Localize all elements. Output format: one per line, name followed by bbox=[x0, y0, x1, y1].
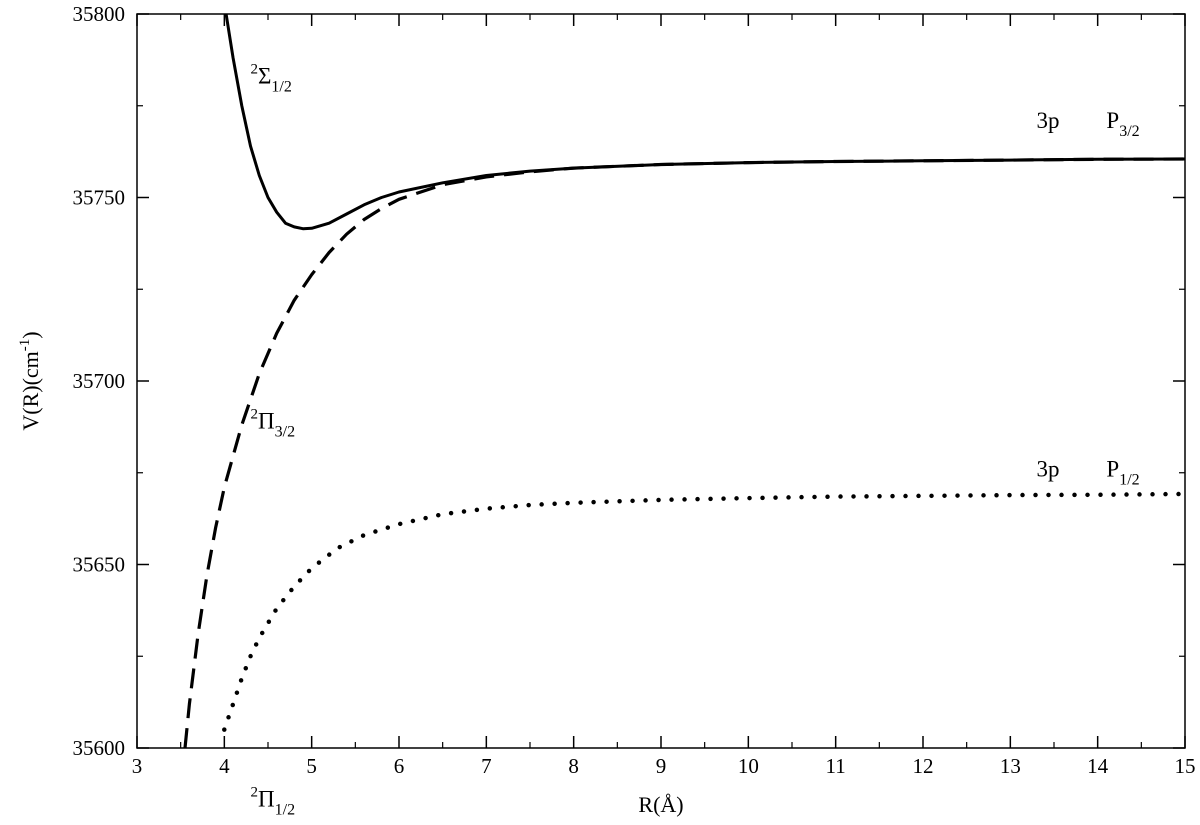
x-tick-label: 11 bbox=[826, 754, 846, 778]
y-axis-label-main: V(R)(cm bbox=[18, 351, 43, 430]
x-tick-label: 15 bbox=[1175, 754, 1196, 778]
annotation-main: Σ bbox=[258, 64, 271, 89]
x-axis-label: R(Å) bbox=[638, 792, 683, 817]
curve-annotation: 2Π1/2 bbox=[251, 785, 296, 819]
annotation-sub: 1/2 bbox=[271, 79, 291, 96]
curve-annotation: 2Π3/2 bbox=[251, 407, 296, 441]
curve-annotation: 3p bbox=[1037, 456, 1060, 481]
annotation-main: 3p bbox=[1037, 108, 1060, 133]
series-line-dashed bbox=[183, 157, 1185, 748]
x-tick-label: 3 bbox=[132, 754, 143, 778]
annotation-sub: 3/2 bbox=[1119, 123, 1139, 140]
y-axis-label-close: ) bbox=[18, 331, 43, 338]
annotation-sub: 3/2 bbox=[275, 424, 295, 441]
x-tick-label: 12 bbox=[913, 754, 934, 778]
x-tick-label: 5 bbox=[306, 754, 317, 778]
x-tick-label: 8 bbox=[568, 754, 579, 778]
y-axis-label: V(R)(cm-1) bbox=[17, 331, 43, 430]
annotation-main: Π bbox=[258, 787, 275, 812]
x-tick-label: 6 bbox=[394, 754, 405, 778]
annotation-sub: 1/2 bbox=[275, 802, 295, 819]
x-tick-label: 9 bbox=[656, 754, 667, 778]
curve-annotation: 3p bbox=[1037, 108, 1060, 133]
x-tick-label: 13 bbox=[1000, 754, 1021, 778]
y-axis-label-sup: -1 bbox=[17, 339, 33, 352]
annotation-main: P bbox=[1106, 108, 1119, 133]
annotation-sup: 2 bbox=[251, 407, 258, 423]
annotation-main: 3p bbox=[1037, 456, 1060, 481]
series-layer bbox=[183, 14, 1185, 748]
plot-frame bbox=[136, 13, 1186, 749]
x-tick-label: 10 bbox=[738, 754, 759, 778]
y-tick-label: 35600 bbox=[73, 736, 126, 760]
annotation-main: Π bbox=[258, 409, 275, 434]
annotation-sup: 2 bbox=[251, 785, 258, 801]
y-tick-label: 35700 bbox=[73, 369, 126, 393]
annotation-sub: 1/2 bbox=[1119, 471, 1139, 488]
curve-annotation: P3/2 bbox=[1106, 108, 1139, 140]
tick-marks bbox=[136, 13, 1186, 749]
y-tick-label: 35750 bbox=[73, 186, 126, 210]
y-tick-label: 35800 bbox=[73, 2, 126, 26]
annotation-main: P bbox=[1106, 456, 1119, 481]
curve-annotation: 2Σ1/2 bbox=[251, 62, 292, 96]
y-tick-label: 35650 bbox=[73, 553, 126, 577]
x-tick-label: 14 bbox=[1087, 754, 1109, 778]
x-tick-label: 4 bbox=[219, 754, 230, 778]
curve-annotation: P1/2 bbox=[1106, 456, 1139, 488]
x-tick-label: 7 bbox=[481, 754, 492, 778]
tick-labels: 3 4 5 6 7 8 9 10 11 12 13 14 15 35600 35650 35700 35750 3… bbox=[73, 2, 1196, 778]
annotation-sup: 2 bbox=[251, 62, 258, 78]
series-line-dotted bbox=[222, 491, 1185, 732]
